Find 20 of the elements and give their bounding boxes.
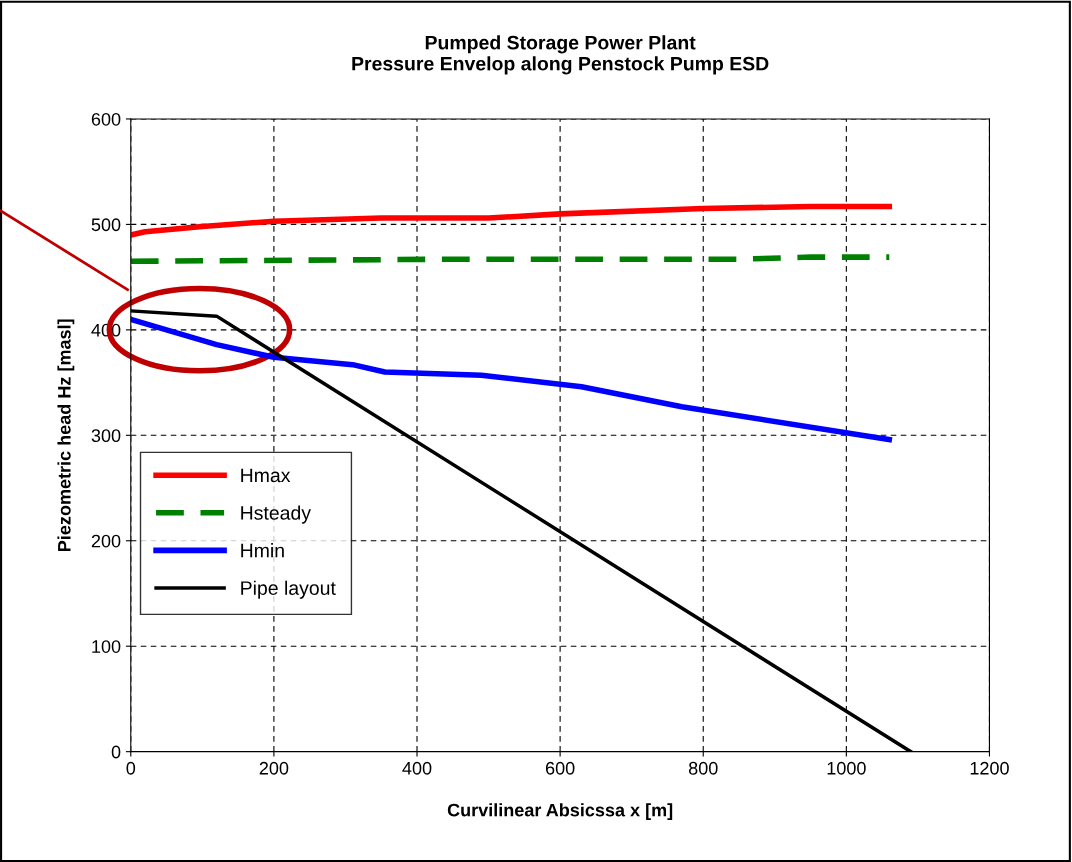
legend-label: Hsteady	[241, 505, 311, 524]
x-tick-label: 1200	[970, 761, 1009, 775]
y-axis-title: Piezometric head Hz [masl]	[57, 319, 75, 551]
x-axis-title: Curvilinear Absicssa x [m]	[447, 803, 673, 821]
y-tick-label: 100	[92, 640, 121, 653]
y-tick-label: 0	[111, 745, 121, 759]
x-tick-label: 400	[402, 761, 432, 775]
x-tick-label: 1000	[827, 761, 866, 775]
legend-label: Hmax	[241, 468, 291, 483]
y-tick-label: 300	[91, 429, 121, 443]
chart-title: Pumped Storage Power Plant Pressure Envelop along Penstock Pump ESD	[352, 35, 769, 75]
x-tick-label: 0	[126, 761, 136, 775]
y-tick-label: 600	[91, 112, 121, 126]
x-tick-label: 600	[545, 761, 575, 775]
x-tick-label: 800	[688, 761, 718, 775]
y-tick-label: 200	[91, 534, 121, 548]
legend-label: Hmin	[241, 543, 284, 558]
y-tick-label: 500	[91, 218, 121, 232]
legend-label: Pipe layout	[241, 580, 336, 599]
x-tick-label: 200	[259, 761, 289, 775]
